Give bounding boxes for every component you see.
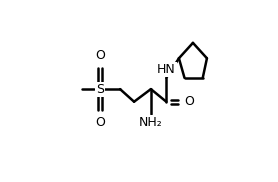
Text: S: S — [96, 83, 105, 96]
Text: O: O — [96, 116, 105, 129]
Text: HN: HN — [157, 63, 176, 76]
Text: NH₂: NH₂ — [139, 116, 163, 129]
Text: O: O — [96, 49, 105, 62]
Text: O: O — [184, 95, 194, 108]
